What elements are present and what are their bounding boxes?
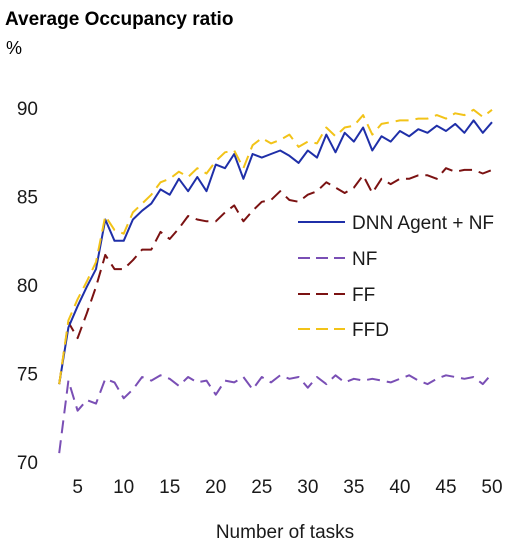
x-tick-label: 50 bbox=[481, 477, 502, 498]
series-line-ff bbox=[58, 167, 493, 385]
legend: DNN Agent + NF NF FF FFD bbox=[298, 213, 494, 341]
plot-area bbox=[58, 108, 493, 454]
x-tick-label: 25 bbox=[251, 477, 272, 498]
x-tick-label: 5 bbox=[72, 477, 83, 498]
y-tick-label: 70 bbox=[17, 453, 38, 474]
chart-title: Average Occupancy ratio bbox=[5, 9, 233, 30]
series-line-ffd bbox=[58, 108, 493, 385]
y-axis-unit: % bbox=[6, 38, 22, 58]
x-axis-ticks: 5 10 15 20 25 30 35 40 45 50 bbox=[72, 477, 502, 498]
x-tick-label: 35 bbox=[343, 477, 364, 498]
legend-label: DNN Agent + NF bbox=[352, 213, 494, 234]
x-tick-label: 45 bbox=[435, 477, 456, 498]
legend-label: FF bbox=[352, 285, 375, 306]
x-tick-label: 40 bbox=[389, 477, 410, 498]
legend-label: FFD bbox=[352, 320, 389, 341]
y-axis-ticks: 70 75 80 85 90 bbox=[17, 99, 38, 474]
x-tick-label: 20 bbox=[205, 477, 226, 498]
x-tick-label: 30 bbox=[297, 477, 318, 498]
series-line-nf bbox=[58, 372, 493, 454]
x-tick-label: 15 bbox=[159, 477, 180, 498]
legend-label: NF bbox=[352, 249, 377, 270]
y-tick-label: 80 bbox=[17, 276, 38, 297]
x-axis-title: Number of tasks bbox=[216, 522, 354, 543]
y-tick-label: 75 bbox=[17, 365, 38, 386]
series-line-dnn-agent-nf bbox=[58, 119, 493, 385]
x-tick-label: 10 bbox=[113, 477, 134, 498]
y-tick-label: 85 bbox=[17, 188, 38, 209]
y-tick-label: 90 bbox=[17, 99, 38, 120]
